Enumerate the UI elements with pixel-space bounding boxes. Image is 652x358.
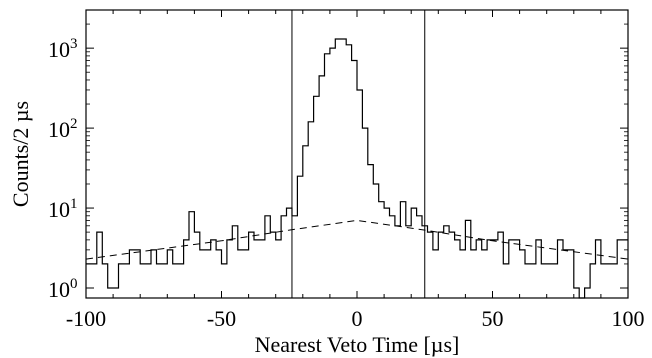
x-tick-label: 50 bbox=[482, 306, 504, 331]
dashed-background-curve bbox=[85, 219, 629, 260]
plot-area bbox=[85, 10, 629, 299]
x-tick-label: -50 bbox=[207, 306, 236, 331]
y-tick-label: 101 bbox=[48, 196, 78, 222]
x-tick-label: 0 bbox=[352, 306, 363, 331]
y-tick-label: 102 bbox=[48, 116, 78, 142]
x-axis-label: Nearest Veto Time [µs] bbox=[255, 332, 460, 357]
histogram-series-line bbox=[86, 38, 628, 299]
y-tick-label: 100 bbox=[48, 276, 78, 302]
x-tick-label: 100 bbox=[612, 306, 645, 331]
axis-ticks: -100 -50 0 50 100 100 101 102 103 bbox=[48, 9, 645, 331]
y-axis-label: Counts/2 µs bbox=[8, 101, 33, 207]
y-tick-label: 103 bbox=[48, 36, 78, 62]
x-tick-label: -100 bbox=[66, 306, 106, 331]
plot-frame bbox=[85, 9, 629, 299]
